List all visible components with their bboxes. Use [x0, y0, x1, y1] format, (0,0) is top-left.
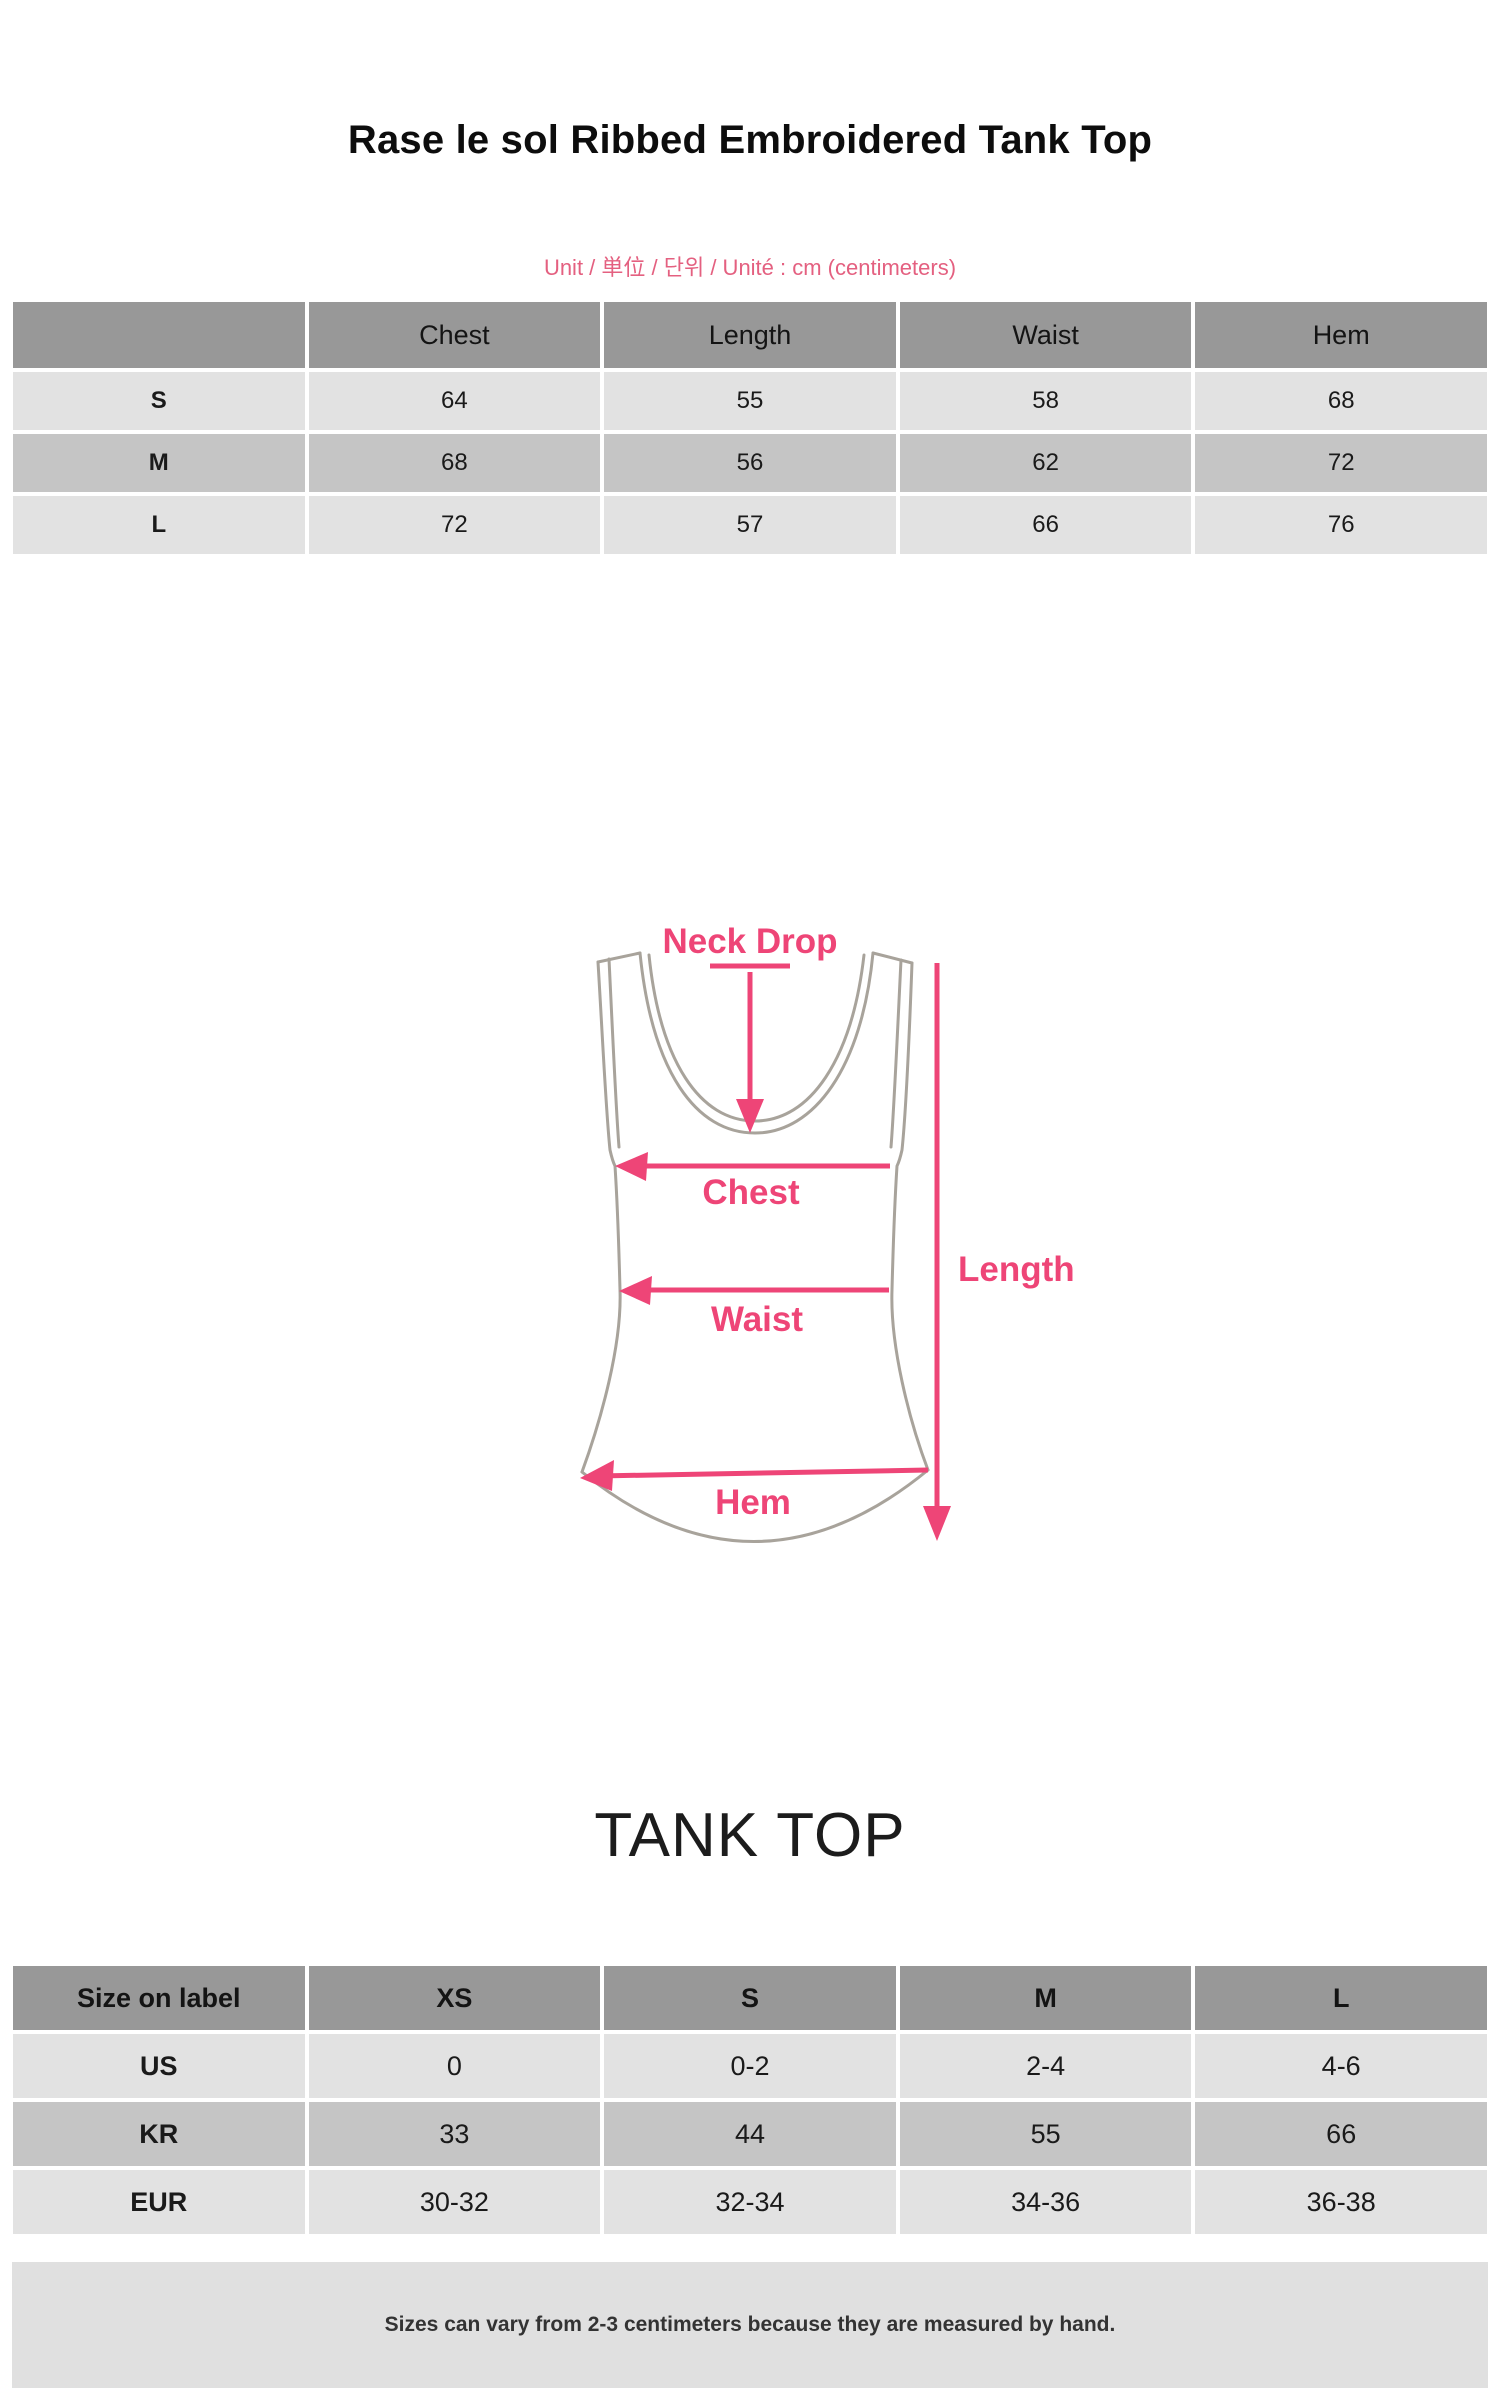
tank-top-measurement-diagram: Neck Drop Chest Waist Hem Length	[580, 922, 1075, 1543]
table-header-corner	[13, 302, 305, 368]
size-conversion-table: Size on label XS S M L US 0 0-2 2-4 4-6 KR 33 44 55 66…	[13, 1966, 1487, 2234]
neckline-trim	[647, 953, 866, 1123]
length-annotation: Length	[923, 963, 1075, 1541]
chest-arrowhead	[615, 1152, 648, 1181]
table-header-cell: Hem	[1195, 302, 1487, 368]
table-cell: 44	[604, 2102, 896, 2166]
table-cell: 76	[1195, 496, 1487, 554]
table-cell: 68	[308, 434, 601, 492]
chest-annotation: Chest	[615, 1152, 890, 1212]
table-header-cell: Waist	[899, 302, 1192, 368]
table-cell: 0	[308, 2034, 601, 2098]
table-cell: 55	[604, 372, 896, 430]
hem-arrow-line	[597, 1467, 929, 1479]
measurement-table: Chest Length Waist Hem S 64 55 58 68 M 68 56 62 72 L 72…	[13, 302, 1487, 554]
table-header-cell: S	[604, 1966, 896, 2030]
page-title: Rase le sol Ribbed Embroidered Tank Top	[347, 118, 1153, 162]
table-header-corner: Size on label	[13, 1966, 305, 2030]
table-cell: 55	[899, 2102, 1192, 2166]
waist-label: Waist	[711, 1300, 803, 1339]
length-label: Length	[958, 1250, 1075, 1289]
table-cell: 64	[308, 372, 601, 430]
hem-arrowhead	[580, 1460, 614, 1491]
table-cell: 2-4	[899, 2034, 1192, 2098]
footer-note-text: Sizes can vary from 2-3 centimeters beca…	[384, 2313, 1116, 2336]
hem-label: Hem	[715, 1483, 791, 1522]
table-cell: 32-34	[604, 2170, 896, 2234]
table-cell: 30-32	[308, 2170, 601, 2234]
table-row-label: M	[13, 434, 305, 492]
waist-arrowhead	[619, 1276, 652, 1305]
table-cell: 72	[308, 496, 601, 554]
table-cell: 62	[899, 434, 1192, 492]
table-cell: 57	[604, 496, 896, 554]
table-cell: 66	[1195, 2102, 1487, 2166]
table-cell: 72	[1195, 434, 1487, 492]
table-cell: 36-38	[1195, 2170, 1487, 2234]
table-cell: 33	[308, 2102, 601, 2166]
table-header-cell: Length	[604, 302, 896, 368]
table-row-label: KR	[13, 2102, 305, 2166]
table-cell: 68	[1195, 372, 1487, 430]
table-cell: 56	[604, 434, 896, 492]
tank-top-outline	[580, 951, 930, 1543]
table-cell: 4-6	[1195, 2034, 1487, 2098]
table-header-cell: XS	[308, 1966, 601, 2030]
neck-drop-arrowhead	[736, 1099, 764, 1133]
unit-note: Unit / 単位 / 단위 / Unité : cm (centimeters…	[543, 255, 957, 280]
neckline	[638, 951, 875, 1135]
table-cell: 0-2	[604, 2034, 896, 2098]
neck-drop-label: Neck Drop	[662, 922, 837, 961]
chest-label: Chest	[702, 1173, 800, 1212]
table-header-cell: Chest	[308, 302, 601, 368]
strap-trim-left	[607, 957, 621, 1149]
waist-annotation: Waist	[619, 1276, 889, 1339]
table-row-label: EUR	[13, 2170, 305, 2234]
table-header-cell: M	[899, 1966, 1192, 2030]
table-row-label: US	[13, 2034, 305, 2098]
neck-drop-annotation: Neck Drop	[662, 922, 838, 1133]
table-row-label: S	[13, 372, 305, 430]
hem-annotation: Hem	[580, 1460, 929, 1522]
section-heading: TANK TOP	[594, 1801, 906, 1870]
table-cell: 66	[899, 496, 1192, 554]
table-header-cell: L	[1195, 1966, 1487, 2030]
table-row-label: L	[13, 496, 305, 554]
length-arrowhead	[923, 1506, 951, 1541]
footer-note: Sizes can vary from 2-3 centimeters beca…	[12, 2262, 1488, 2388]
table-cell: 58	[899, 372, 1192, 430]
strap-trim-right	[889, 958, 903, 1149]
table-cell: 34-36	[899, 2170, 1192, 2234]
